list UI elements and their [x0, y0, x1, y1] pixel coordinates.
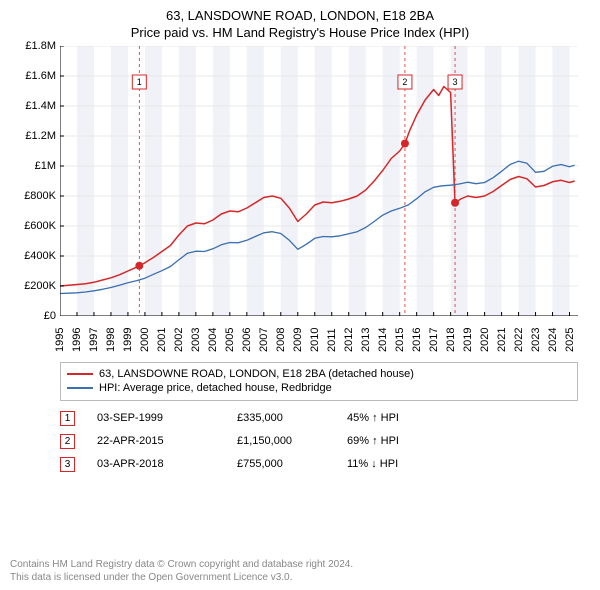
x-tick-label: 2000 — [139, 328, 151, 352]
footer: Contains HM Land Registry data © Crown c… — [10, 558, 590, 584]
event-pct: 45% ↑ HPI — [347, 412, 399, 424]
y-tick-label: £0 — [44, 310, 56, 322]
legend-item: 63, LANSDOWNE ROAD, LONDON, E18 2BA (det… — [67, 367, 571, 381]
event-row: 1 03-SEP-1999£335,00045% ↑ HPI — [60, 411, 578, 426]
x-tick-label: 1998 — [105, 328, 117, 352]
x-tick-label: 2001 — [156, 328, 168, 352]
x-tick-label: 2013 — [360, 328, 372, 352]
y-tick-label: £1.6M — [25, 70, 56, 82]
x-tick-label: 2018 — [445, 328, 457, 352]
legend-item: HPI: Average price, detached house, Redb… — [67, 381, 571, 395]
events-table: 1 03-SEP-1999£335,00045% ↑ HPI 2 22-APR-201… — [60, 411, 578, 472]
legend: 63, LANSDOWNE ROAD, LONDON, E18 2BA (det… — [60, 362, 578, 401]
x-tick-label: 2023 — [530, 328, 542, 352]
x-tick-label: 2004 — [207, 328, 219, 352]
y-tick-label: £1M — [35, 160, 56, 172]
x-tick-label: 2022 — [513, 328, 525, 352]
event-price: £1,150,000 — [237, 435, 347, 447]
y-tick-label: £1.4M — [25, 100, 56, 112]
x-tick-label: 2021 — [496, 328, 508, 352]
y-tick-label: £1.8M — [25, 40, 56, 52]
footer-line: Contains HM Land Registry data © Crown c… — [10, 558, 590, 571]
svg-text:3: 3 — [453, 77, 458, 87]
y-tick-label: £200K — [24, 280, 56, 292]
chart-title: 63, LANSDOWNE ROAD, LONDON, E18 2BA — [10, 8, 590, 23]
legend-label: HPI: Average price, detached house, Redb… — [99, 381, 332, 395]
event-date: 03-SEP-1999 — [97, 412, 237, 424]
x-tick-label: 2016 — [411, 328, 423, 352]
chart-svg: 1 2 3 — [60, 46, 578, 316]
chart-subtitle: Price paid vs. HM Land Registry's House … — [10, 25, 590, 40]
legend-swatch — [67, 387, 93, 389]
svg-text:2: 2 — [402, 77, 407, 87]
x-tick-label: 2024 — [547, 328, 559, 352]
y-tick-label: £1.2M — [25, 130, 56, 142]
x-tick-label: 1996 — [71, 328, 83, 352]
event-pct: 69% ↑ HPI — [347, 435, 399, 447]
x-tick-label: 2012 — [343, 328, 355, 352]
event-row: 2 22-APR-2015£1,150,00069% ↑ HPI — [60, 434, 578, 449]
x-tick-label: 2006 — [241, 328, 253, 352]
titles: 63, LANSDOWNE ROAD, LONDON, E18 2BA Pric… — [10, 8, 590, 40]
x-tick-label: 2020 — [479, 328, 491, 352]
x-tick-label: 1999 — [122, 328, 134, 352]
event-marker-box: 1 — [60, 411, 75, 426]
y-tick-label: £400K — [24, 250, 56, 262]
x-tick-label: 2019 — [462, 328, 474, 352]
x-axis-labels: 1995199619971998199920002001200220032004… — [60, 316, 578, 356]
chart-area: £0 £200K £400K £600K £800K £1M £1.2M £1.4M £1.6M… — [10, 46, 590, 356]
x-tick-label: 2005 — [224, 328, 236, 352]
event-marker-box: 2 — [60, 434, 75, 449]
x-tick-label: 2017 — [428, 328, 440, 352]
y-tick-label: £600K — [24, 220, 56, 232]
footer-line: This data is licensed under the Open Gov… — [10, 571, 590, 584]
event-row: 3 03-APR-2018£755,00011% ↓ HPI — [60, 457, 578, 472]
event-price: £335,000 — [237, 412, 347, 424]
x-tick-label: 2007 — [258, 328, 270, 352]
event-date: 03-APR-2018 — [97, 458, 237, 470]
x-tick-label: 2009 — [292, 328, 304, 352]
x-tick-label: 2025 — [564, 328, 576, 352]
x-tick-label: 2015 — [394, 328, 406, 352]
event-marker-box: 3 — [60, 457, 75, 472]
x-tick-label: 2010 — [309, 328, 321, 352]
event-pct: 11% ↓ HPI — [347, 458, 398, 470]
plot-area: 1 2 3 — [60, 46, 578, 316]
x-tick-label: 1995 — [54, 328, 66, 352]
legend-label: 63, LANSDOWNE ROAD, LONDON, E18 2BA (det… — [99, 367, 414, 381]
x-tick-label: 2003 — [190, 328, 202, 352]
event-date: 22-APR-2015 — [97, 435, 237, 447]
y-axis-labels: £0£200K£400K£600K£800K£1M£1.2M£1.4M£1.6M… — [10, 46, 58, 316]
x-tick-label: 1997 — [88, 328, 100, 352]
x-tick-label: 2011 — [326, 328, 338, 352]
x-tick-label: 2002 — [173, 328, 185, 352]
x-tick-label: 2008 — [275, 328, 287, 352]
x-tick-label: 2014 — [377, 328, 389, 352]
event-price: £755,000 — [237, 458, 347, 470]
svg-text:1: 1 — [137, 77, 142, 87]
y-tick-label: £800K — [24, 190, 56, 202]
page: 63, LANSDOWNE ROAD, LONDON, E18 2BA Pric… — [0, 0, 600, 590]
legend-swatch — [67, 373, 93, 375]
